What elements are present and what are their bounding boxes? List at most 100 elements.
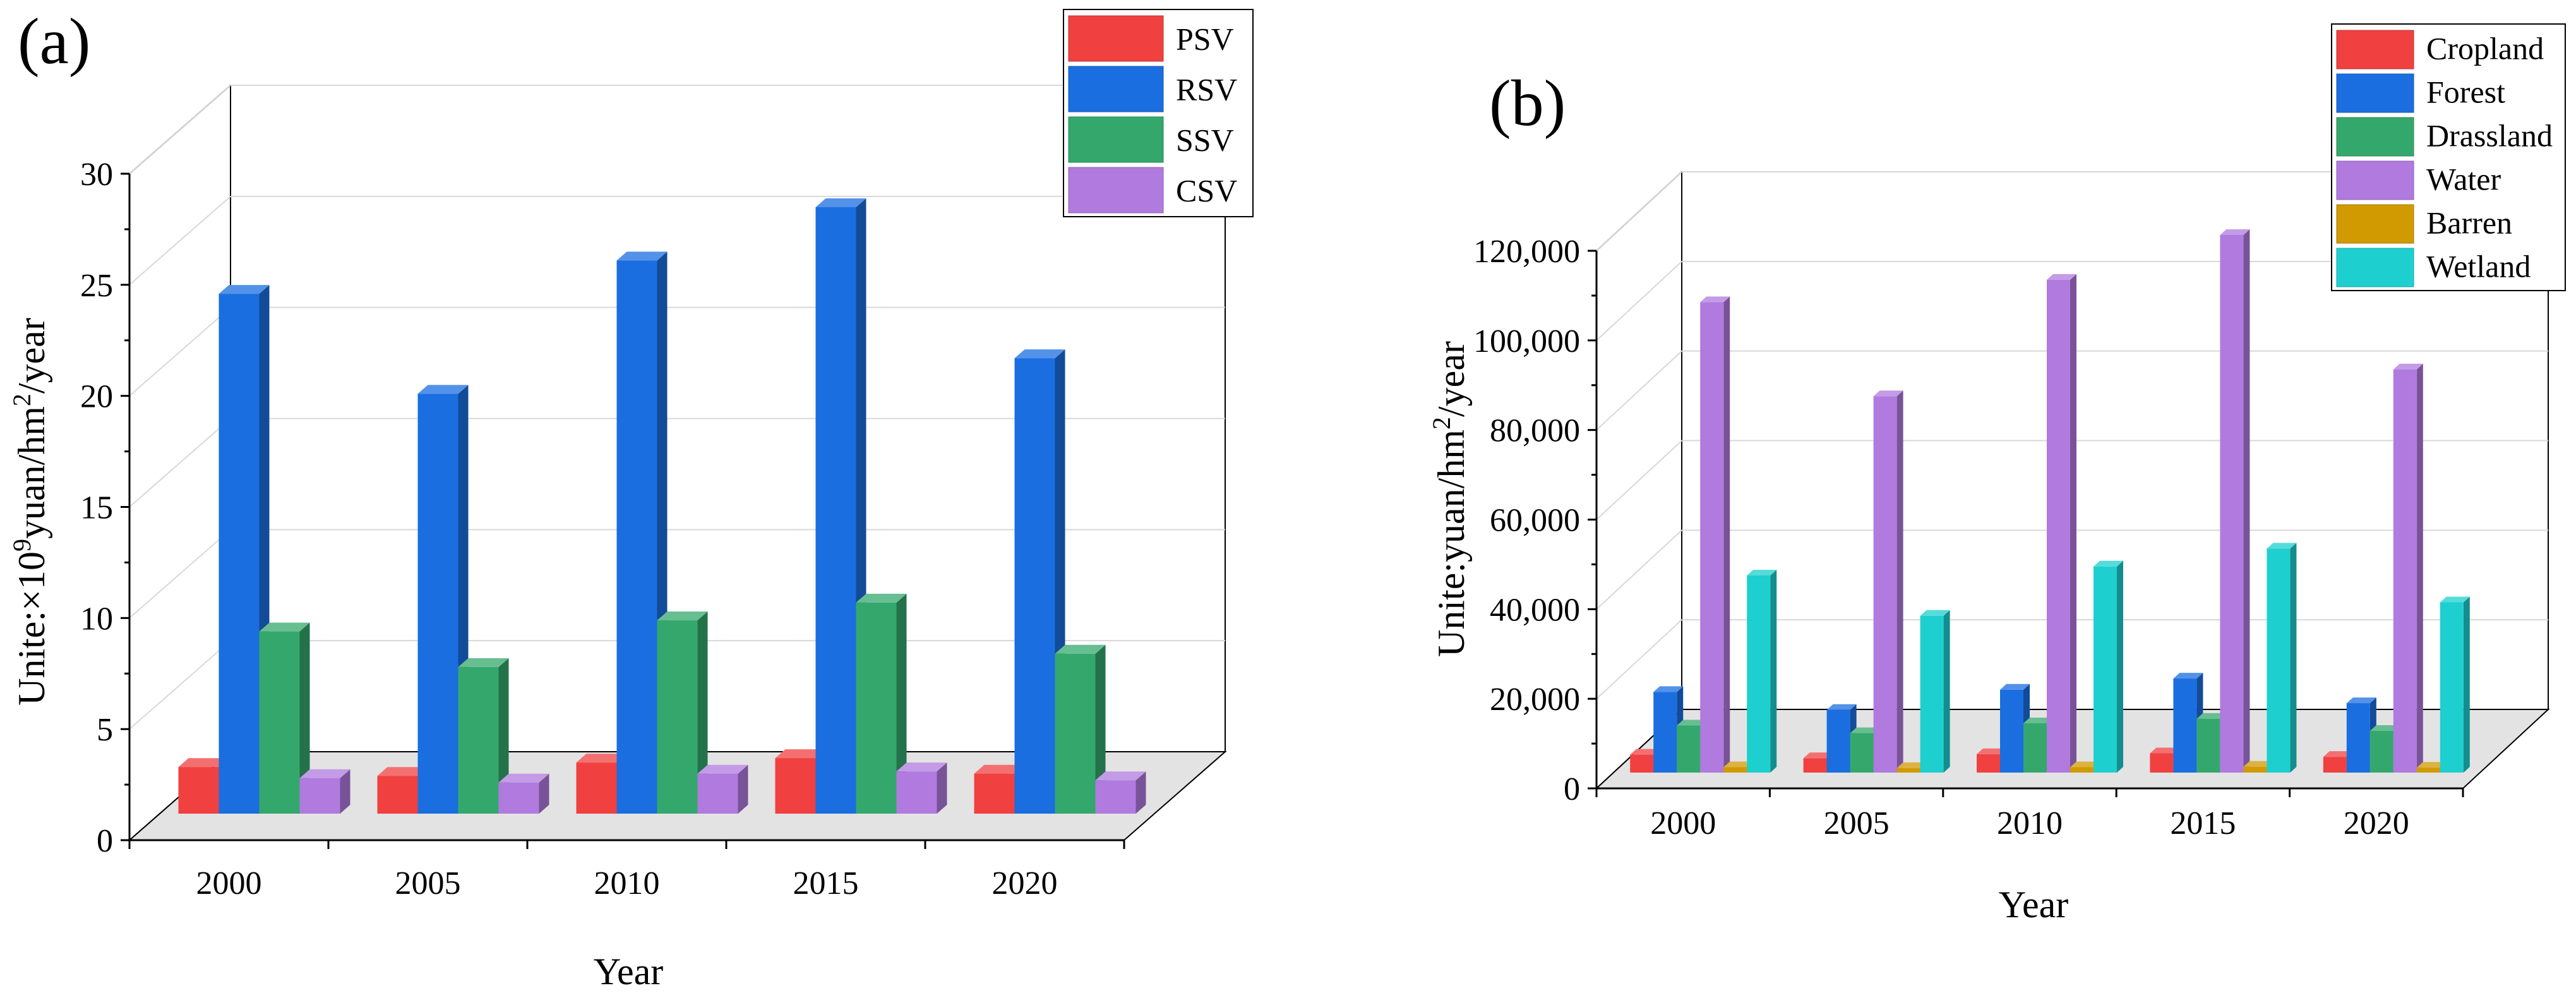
- bar-top: [856, 593, 907, 603]
- bar-rsv-2015: [815, 198, 866, 814]
- gridline: [129, 85, 231, 174]
- bar-top: [377, 767, 428, 776]
- bar-top: [2000, 684, 2030, 690]
- x-tick-label: 2005: [1824, 805, 1890, 841]
- bar-rsv-2010: [616, 251, 668, 814]
- panel-b-bars: [1630, 229, 2470, 773]
- bar-top: [1896, 762, 1927, 768]
- legend-label: Drassland: [2426, 118, 2553, 154]
- bar-front: [1677, 725, 1701, 773]
- bar-side: [340, 769, 350, 814]
- bar-front: [498, 782, 539, 814]
- bar-front: [1630, 754, 1654, 773]
- bar-top: [259, 622, 310, 632]
- bar-top: [2196, 713, 2227, 719]
- bar-front: [1896, 768, 1920, 773]
- x-tick-label: 2015: [793, 865, 859, 901]
- panel-b-tick-labels: 0 20,000 40,000 60,000 80,000 100,000 120,000 2…: [1473, 234, 2409, 841]
- bar-front: [1826, 709, 1850, 773]
- bar-front: [377, 776, 418, 814]
- panel-a-y-title-mid: yuan/hm: [11, 406, 52, 539]
- bar-side: [697, 611, 708, 814]
- bar-front: [1700, 302, 1724, 773]
- bar-top: [616, 251, 668, 261]
- legend-item-drassland: Drassland: [2336, 117, 2553, 157]
- legend-item-rsv: RSV: [1068, 66, 1237, 112]
- bar-front: [1803, 758, 1827, 773]
- bar-front: [2393, 369, 2417, 773]
- legend-label: RSV: [1176, 72, 1237, 107]
- bar-side: [937, 762, 947, 814]
- bar-front: [2000, 689, 2023, 773]
- bar-top: [219, 285, 270, 294]
- bar-front: [2094, 566, 2117, 773]
- bar-side: [2243, 229, 2250, 773]
- legend-item-cropland: Cropland: [2336, 30, 2544, 69]
- gridline: [129, 306, 231, 397]
- bar-front: [1850, 733, 1874, 773]
- x-tick-label: 2015: [2170, 805, 2236, 841]
- bar-top: [1977, 748, 2006, 754]
- bar-side: [1770, 569, 1777, 773]
- gridline: [1596, 350, 1682, 431]
- bar-front: [616, 260, 657, 814]
- panel-a-x-axis-title: Year: [594, 951, 664, 992]
- bar-top: [458, 658, 509, 667]
- bar-top: [2150, 747, 2180, 754]
- bar-top: [1920, 610, 1950, 616]
- legend-swatch: [2336, 73, 2414, 113]
- legend-swatch: [1068, 15, 1164, 62]
- bar-side: [2416, 363, 2423, 773]
- bar-front: [2346, 703, 2370, 773]
- bar-side: [2117, 560, 2123, 773]
- bar-front: [1873, 396, 1897, 773]
- legend-swatch: [2336, 30, 2414, 69]
- bar-top: [1653, 686, 1684, 692]
- bar-ssv-2010: [657, 611, 708, 814]
- y-tick-label: 100,000: [1473, 323, 1580, 359]
- gridline: [129, 529, 231, 619]
- bar-top: [2416, 762, 2447, 768]
- bar-csv-2020: [1095, 771, 1146, 814]
- bar-water-2010: [2047, 274, 2076, 773]
- legend-label: Wetland: [2426, 249, 2531, 284]
- bar-csv-2015: [896, 762, 947, 814]
- bar-wetland-2010: [2094, 560, 2123, 773]
- bar-front: [2150, 753, 2174, 773]
- panel-b-y-title-sup: 2: [1427, 417, 1456, 430]
- bar-csv-2000: [299, 769, 350, 814]
- legend-swatch: [1068, 116, 1164, 163]
- bar-top: [896, 762, 947, 772]
- bar-top: [1055, 644, 1106, 654]
- legend-swatch: [1068, 167, 1164, 214]
- y-tick-label: 20,000: [1490, 682, 1580, 718]
- gridline: [129, 640, 231, 730]
- panel-b-x-axis-title: Year: [1999, 884, 2069, 925]
- legend-item-ssv: SSV: [1068, 116, 1234, 163]
- panel-b-y-title-prefix: Unite:yuan/hm: [1430, 430, 1472, 657]
- bar-front: [1747, 575, 1771, 773]
- bar-top: [1095, 771, 1146, 781]
- bar-front: [2196, 718, 2220, 773]
- bar-top: [1014, 349, 1065, 359]
- gridline: [1596, 619, 1682, 699]
- bar-front: [2416, 768, 2440, 773]
- bar-front: [775, 758, 816, 814]
- bar-top: [2393, 363, 2423, 370]
- bar-top: [1700, 296, 1730, 303]
- bar-top: [178, 758, 229, 768]
- panel-a-bars: [178, 198, 1146, 814]
- panel-a-legend: PSV RSV SSV CSV: [1063, 9, 1254, 217]
- bar-side: [539, 773, 549, 814]
- legend-label: SSV: [1176, 123, 1234, 158]
- panel-b: (b) 0 20,000 40,000 60,000 80,000 100,000 120,…: [1427, 23, 2566, 925]
- bar-wetland-2005: [1920, 610, 1950, 773]
- gridline: [1596, 529, 1682, 610]
- bar-top: [1677, 720, 1707, 726]
- gridline: [1596, 171, 1682, 251]
- bar-front: [2323, 757, 2347, 773]
- bar-csv-2010: [697, 764, 748, 814]
- x-tick-label: 2010: [1997, 805, 2063, 841]
- bar-side: [299, 622, 310, 814]
